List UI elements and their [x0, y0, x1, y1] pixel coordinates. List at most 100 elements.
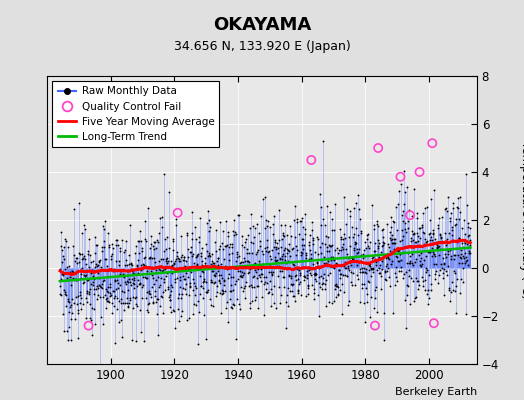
Point: [245, 259, 254, 265]
Point: [445, 214, 454, 221]
Point: [96, 257, 104, 263]
Point: [444, 194, 452, 200]
Point: [78, 251, 86, 257]
Point: [194, 341, 202, 348]
Point: [209, 303, 217, 310]
Point: [260, 274, 268, 280]
Point: [224, 233, 232, 240]
Point: [210, 260, 219, 266]
Point: [307, 256, 315, 262]
Point: [124, 261, 133, 267]
Point: [158, 214, 166, 220]
Point: [157, 256, 165, 262]
Point: [349, 256, 357, 262]
Point: [293, 276, 302, 282]
Point: [439, 275, 447, 282]
Point: [273, 257, 281, 263]
Point: [94, 282, 103, 288]
Point: [183, 230, 191, 236]
Point: [347, 255, 356, 261]
Point: [150, 292, 159, 299]
Point: [361, 269, 369, 275]
Point: [451, 252, 459, 259]
Point: [269, 212, 278, 219]
Point: [92, 261, 100, 268]
Point: [58, 252, 67, 259]
Point: [340, 231, 348, 237]
Point: [301, 250, 310, 256]
Point: [195, 234, 203, 240]
Point: [237, 273, 245, 280]
Point: [271, 236, 279, 243]
Point: [355, 259, 363, 266]
Point: [320, 286, 329, 292]
Point: [199, 269, 207, 275]
Point: [259, 281, 268, 288]
Point: [141, 274, 150, 281]
Point: [266, 224, 275, 230]
Point: [371, 240, 379, 246]
Point: [237, 284, 246, 290]
Point: [453, 276, 461, 282]
Point: [181, 286, 189, 292]
Point: [204, 250, 213, 256]
Point: [413, 278, 422, 284]
Point: [310, 290, 318, 296]
Point: [217, 310, 225, 316]
Point: [111, 277, 119, 283]
Point: [433, 244, 442, 250]
Point: [215, 276, 223, 283]
Point: [94, 270, 102, 276]
Point: [107, 267, 115, 274]
Point: [421, 287, 429, 294]
Point: [340, 289, 348, 296]
Point: [429, 249, 437, 256]
Point: [75, 200, 83, 206]
Point: [309, 260, 317, 267]
Point: [63, 264, 71, 271]
Point: [303, 282, 312, 288]
Point: [346, 259, 355, 266]
Text: 34.656 N, 133.920 E (Japan): 34.656 N, 133.920 E (Japan): [173, 40, 351, 53]
Point: [70, 300, 79, 306]
Point: [239, 288, 247, 294]
Point: [329, 254, 337, 261]
Point: [126, 295, 134, 301]
Point: [211, 279, 220, 285]
Point: [175, 291, 183, 298]
Point: [357, 268, 366, 275]
Point: [144, 300, 152, 307]
Point: [69, 243, 77, 249]
Point: [461, 240, 470, 246]
Point: [307, 272, 315, 278]
Point: [275, 236, 283, 243]
Point: [199, 279, 208, 285]
Point: [101, 256, 109, 262]
Point: [446, 289, 455, 295]
Point: [76, 292, 84, 298]
Point: [323, 244, 331, 250]
Point: [111, 292, 119, 299]
Point: [80, 221, 88, 228]
Point: [232, 231, 241, 238]
Point: [331, 247, 340, 254]
Point: [325, 298, 333, 305]
Point: [242, 235, 250, 242]
Point: [74, 293, 82, 299]
Point: [254, 283, 263, 289]
Point: [135, 281, 143, 288]
Point: [433, 239, 441, 245]
Point: [163, 258, 172, 264]
Point: [64, 337, 73, 344]
Point: [245, 266, 254, 272]
Point: [343, 206, 352, 212]
Point: [328, 227, 336, 234]
Point: [386, 229, 395, 236]
Point: [243, 250, 251, 256]
Point: [231, 229, 239, 236]
Point: [312, 271, 321, 278]
Point: [189, 286, 197, 293]
Point: [196, 290, 204, 297]
Point: [144, 308, 152, 315]
Point: [385, 244, 393, 250]
